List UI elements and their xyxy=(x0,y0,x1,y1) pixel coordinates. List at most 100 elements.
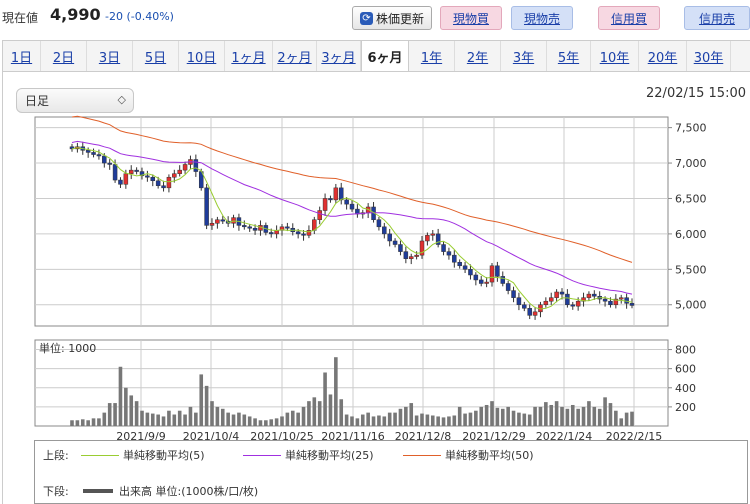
volume-bar xyxy=(280,416,284,426)
volume-bar xyxy=(70,420,74,426)
volume-bar xyxy=(479,406,484,426)
x-tick-label: 2021/9/9 xyxy=(116,430,165,443)
volume-bar xyxy=(506,406,510,426)
refresh-quote-button[interactable]: ⟳ 株価更新 xyxy=(352,6,432,30)
x-tick-label: 2021/12/29 xyxy=(462,430,525,443)
tab-3y[interactable]: 3年 xyxy=(501,41,547,71)
refresh-icon: ⟳ xyxy=(359,11,373,25)
candle-down xyxy=(457,261,462,267)
tab-30y[interactable]: 30年 xyxy=(687,41,731,71)
candle-down xyxy=(118,179,123,185)
volume-bar xyxy=(226,412,230,426)
period-select[interactable]: 日足 ◇ xyxy=(16,88,134,113)
price-tick-label: 6,500 xyxy=(675,192,707,205)
volume-bar xyxy=(404,406,408,426)
volume-bar xyxy=(253,418,257,426)
candle-up xyxy=(613,298,619,305)
volume-bar xyxy=(420,413,424,426)
candle-up xyxy=(333,187,339,201)
candle-up xyxy=(322,198,328,211)
volume-bar xyxy=(194,412,198,426)
legend-ma5: 単純移動平均(5) xyxy=(77,447,205,463)
price-tick-label: 7,000 xyxy=(675,157,707,170)
candle-down xyxy=(559,291,565,295)
volume-bar xyxy=(323,372,327,426)
x-tick-label: 2022/1/24 xyxy=(536,430,592,443)
tab-20y[interactable]: 20年 xyxy=(639,41,687,71)
tab-1y[interactable]: 1年 xyxy=(409,41,455,71)
volume-tick-label: 400 xyxy=(675,382,696,395)
volume-bar xyxy=(334,357,338,426)
candle-up xyxy=(425,235,430,242)
candle-down xyxy=(145,175,150,178)
chevron-updown-icon: ◇ xyxy=(117,93,126,106)
candle-down xyxy=(285,226,290,229)
tab-2m[interactable]: 2ヶ月 xyxy=(273,41,317,71)
candle-down xyxy=(252,227,258,231)
candle-down xyxy=(328,198,333,201)
candle-down xyxy=(629,303,635,306)
tab-6m[interactable]: 6ヶ月 xyxy=(361,41,409,71)
volume-bar xyxy=(544,402,548,426)
candle-down xyxy=(452,254,457,263)
volume-swatch xyxy=(83,489,113,493)
margin-buy-button[interactable]: 信用買 xyxy=(598,6,660,30)
candle-down xyxy=(161,185,166,189)
volume-bar xyxy=(500,408,505,426)
tab-3d[interactable]: 3日 xyxy=(87,41,133,71)
candle-down xyxy=(505,283,511,291)
volume-bar xyxy=(264,420,268,426)
volume-bar xyxy=(441,417,446,426)
candle-up xyxy=(484,281,489,284)
candle-up xyxy=(177,169,182,174)
candle-down xyxy=(112,164,118,181)
volume-bar xyxy=(328,394,333,426)
volume-bar xyxy=(161,416,166,426)
candle-down xyxy=(527,308,532,316)
candle-down xyxy=(387,233,392,242)
volume-bar xyxy=(247,416,252,426)
tab-10d[interactable]: 10日 xyxy=(179,41,225,71)
candle-down xyxy=(295,231,301,235)
volume-bar xyxy=(371,416,376,426)
price-change: -20 (-0.40%) xyxy=(105,10,174,23)
chart-datetime: 22/02/15 15:00 xyxy=(646,86,746,101)
legend-upper-label: 上段: xyxy=(43,449,69,462)
volume-bar xyxy=(468,412,473,426)
volume-bar xyxy=(204,385,209,426)
volume-bar xyxy=(355,418,360,426)
price-tick-label: 5,500 xyxy=(675,263,707,276)
tab-1m[interactable]: 1ヶ月 xyxy=(225,41,273,71)
margin-sell-button[interactable]: 信用売 xyxy=(684,6,750,30)
tab-2y[interactable]: 2年 xyxy=(455,41,501,71)
candle-down xyxy=(344,199,349,205)
volume-bar xyxy=(350,416,354,426)
tab-5y[interactable]: 5年 xyxy=(547,41,591,71)
ma25-line xyxy=(71,140,633,295)
tab-5d[interactable]: 5日 xyxy=(133,41,179,71)
volume-bar xyxy=(603,397,607,426)
volume-unit-label: 単位: 1000 xyxy=(39,341,96,355)
tab-2d[interactable]: 2日 xyxy=(41,41,87,71)
candle-down xyxy=(516,297,522,305)
candle-down xyxy=(592,293,597,297)
candle-down xyxy=(134,169,139,172)
volume-bar xyxy=(409,403,414,426)
candle-up xyxy=(548,297,554,302)
volume-bar xyxy=(312,397,317,426)
candle-up xyxy=(532,311,538,316)
tab-10y[interactable]: 10年 xyxy=(591,41,639,71)
cash-buy-button[interactable]: 現物買 xyxy=(440,6,502,30)
current-price: 4,990 xyxy=(50,5,101,24)
current-price-label: 現在値 xyxy=(2,11,39,25)
price-tick-label: 5,000 xyxy=(675,299,707,312)
cash-sell-button[interactable]: 現物売 xyxy=(511,6,573,30)
price-plot-frame xyxy=(34,116,669,327)
candle-up xyxy=(575,300,581,307)
volume-bar xyxy=(398,408,403,426)
tab-1d[interactable]: 1日 xyxy=(3,41,41,71)
tab-3m[interactable]: 3ヶ月 xyxy=(317,41,361,71)
candle-down xyxy=(462,265,468,270)
candle-down xyxy=(376,219,382,228)
volume-bar xyxy=(107,403,112,426)
